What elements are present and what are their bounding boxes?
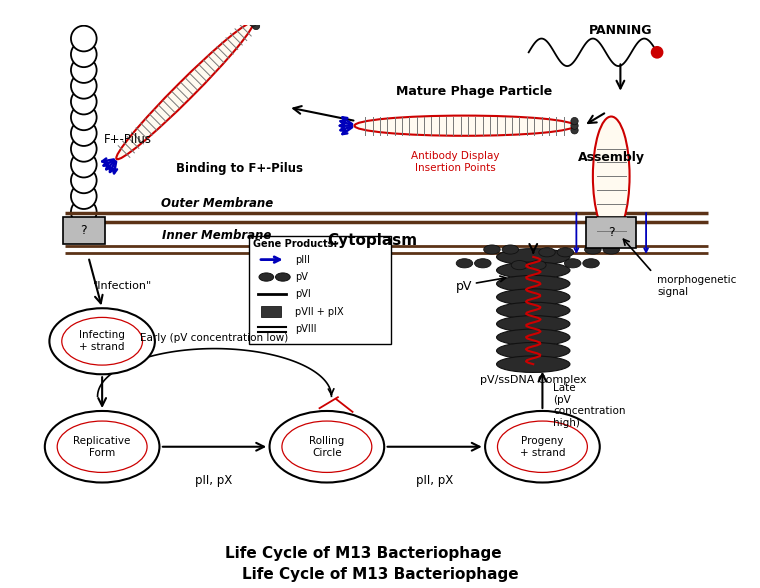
Ellipse shape — [496, 356, 570, 372]
Text: ?: ? — [608, 226, 615, 239]
Circle shape — [71, 89, 97, 115]
Text: Late
(pV
concentration
high): Late (pV concentration high) — [553, 383, 626, 428]
Bar — [261, 306, 281, 318]
Text: pVI: pVI — [295, 289, 311, 299]
Circle shape — [651, 47, 663, 58]
Ellipse shape — [496, 316, 570, 332]
Text: Gene Products:: Gene Products: — [254, 239, 338, 249]
Circle shape — [246, 16, 253, 23]
Text: Progeny
+ strand: Progeny + strand — [520, 436, 565, 457]
Ellipse shape — [485, 411, 600, 483]
Ellipse shape — [259, 273, 274, 281]
Circle shape — [71, 73, 97, 99]
Ellipse shape — [565, 259, 581, 268]
Ellipse shape — [496, 289, 570, 305]
Ellipse shape — [496, 302, 570, 319]
Circle shape — [71, 105, 97, 130]
Text: pII, pX: pII, pX — [416, 475, 453, 487]
Circle shape — [71, 26, 97, 51]
Text: Inner Membrane: Inner Membrane — [162, 229, 271, 242]
Circle shape — [571, 118, 578, 125]
Text: Replicative
Form: Replicative Form — [74, 436, 131, 457]
Ellipse shape — [496, 262, 570, 279]
Text: pV/ssDNA Complex: pV/ssDNA Complex — [480, 375, 587, 385]
Text: Infecting
+ strand: Infecting + strand — [79, 330, 125, 352]
Circle shape — [71, 152, 97, 178]
Ellipse shape — [45, 411, 160, 483]
Text: "Infection": "Infection" — [93, 281, 152, 291]
Text: pV: pV — [456, 280, 473, 293]
Ellipse shape — [557, 248, 574, 257]
Circle shape — [252, 22, 260, 29]
Ellipse shape — [496, 343, 570, 359]
Ellipse shape — [502, 245, 518, 254]
Text: pVII + pIX: pVII + pIX — [295, 307, 344, 317]
Ellipse shape — [49, 308, 155, 375]
Text: Binding to F+-Pilus: Binding to F+-Pilus — [176, 162, 302, 175]
Ellipse shape — [270, 411, 385, 483]
Ellipse shape — [530, 260, 546, 270]
Text: pII, pX: pII, pX — [195, 475, 233, 487]
Text: Mature Phage Particle: Mature Phage Particle — [395, 85, 552, 98]
FancyBboxPatch shape — [587, 216, 636, 248]
Text: Assembly: Assembly — [578, 151, 644, 164]
Circle shape — [71, 183, 97, 209]
Circle shape — [571, 122, 578, 129]
Ellipse shape — [496, 249, 570, 265]
Ellipse shape — [511, 260, 527, 270]
Ellipse shape — [496, 329, 570, 346]
Ellipse shape — [583, 259, 600, 268]
Ellipse shape — [456, 259, 473, 268]
Text: pIII: pIII — [295, 255, 309, 265]
Text: Antibody Display
Insertion Points: Antibody Display Insertion Points — [411, 151, 499, 173]
Text: Outer Membrane: Outer Membrane — [160, 197, 273, 210]
Ellipse shape — [496, 275, 570, 292]
Text: Rolling
Circle: Rolling Circle — [309, 436, 344, 457]
Ellipse shape — [584, 245, 601, 254]
Text: F+-Pilus: F+-Pilus — [104, 133, 152, 146]
Text: Life Cycle of M13 Bacteriophage: Life Cycle of M13 Bacteriophage — [225, 546, 502, 561]
Ellipse shape — [603, 245, 619, 254]
Circle shape — [71, 121, 97, 146]
Text: PANNING: PANNING — [589, 24, 652, 36]
Ellipse shape — [354, 116, 575, 136]
Text: Cytoplasm: Cytoplasm — [328, 233, 418, 248]
Circle shape — [71, 136, 97, 162]
Circle shape — [249, 19, 256, 26]
Ellipse shape — [116, 22, 253, 159]
FancyBboxPatch shape — [62, 216, 105, 244]
Ellipse shape — [483, 245, 500, 254]
Circle shape — [71, 199, 97, 225]
Circle shape — [71, 168, 97, 193]
Ellipse shape — [276, 273, 290, 281]
Circle shape — [71, 42, 97, 67]
Text: pVIII: pVIII — [295, 325, 316, 335]
Text: morphogenetic
signal: morphogenetic signal — [657, 275, 736, 297]
Ellipse shape — [593, 116, 629, 236]
Bar — [249, 236, 391, 344]
Text: ?: ? — [81, 224, 87, 237]
Circle shape — [571, 126, 578, 134]
Ellipse shape — [474, 259, 491, 268]
Text: Life Cycle of M13 Bacteriophage: Life Cycle of M13 Bacteriophage — [242, 567, 518, 582]
Text: pV: pV — [295, 272, 308, 282]
Ellipse shape — [539, 248, 556, 257]
Text: Early (pV concentration low): Early (pV concentration low) — [141, 333, 289, 343]
Circle shape — [71, 57, 97, 83]
